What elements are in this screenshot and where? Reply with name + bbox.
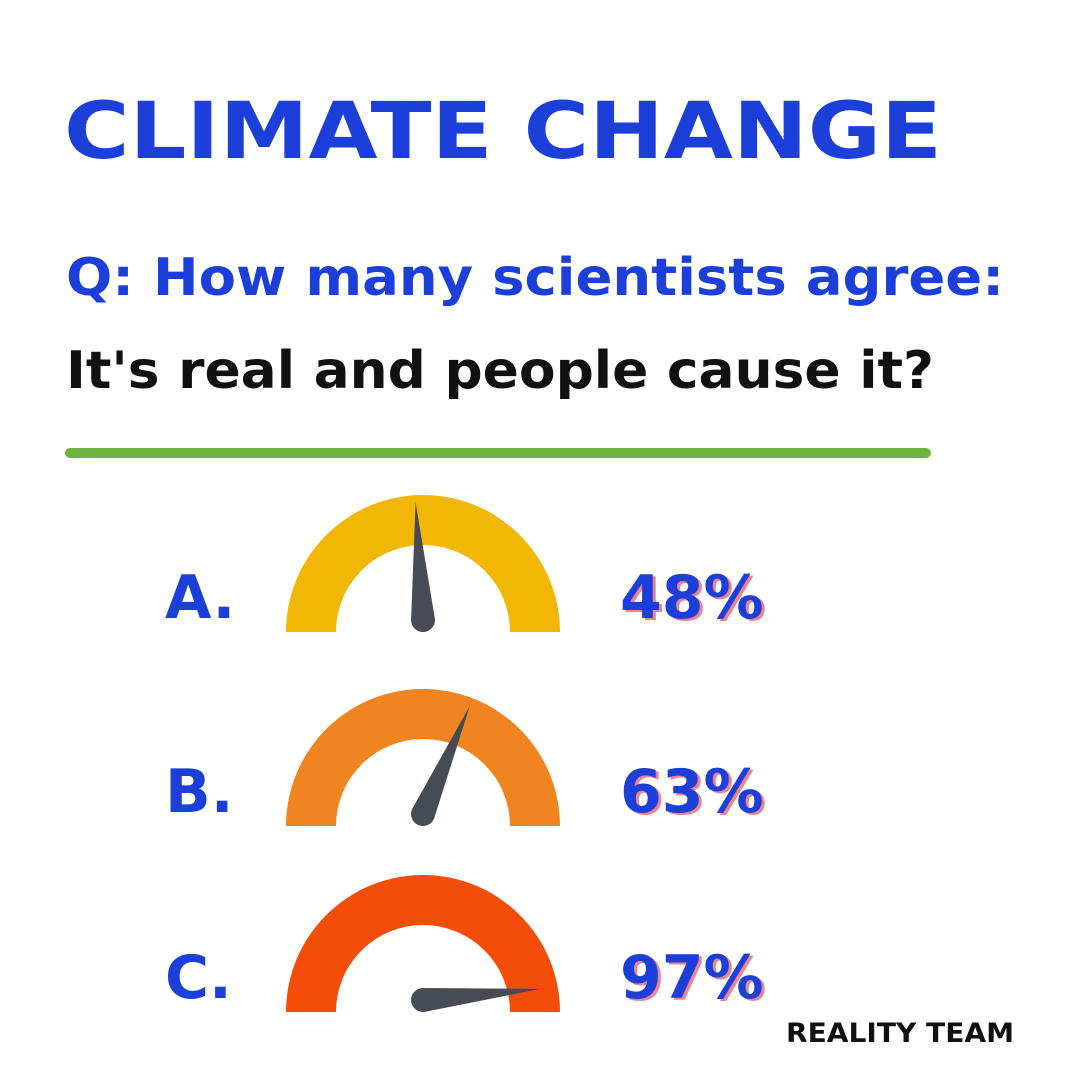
option-letter: B. — [165, 757, 234, 827]
option-value: 48% — [620, 563, 764, 633]
question: Q: How many scientists agree: — [66, 248, 1004, 308]
option-letter: A. — [165, 563, 235, 633]
logo-text: REALITY TEAM — [786, 1018, 1014, 1049]
option-shadow: 48% — [623, 565, 767, 635]
gauge-arc — [286, 495, 560, 632]
statement: It's real and people cause it? — [66, 341, 934, 401]
gauge-arc — [286, 689, 560, 826]
title: CLIMATE CHANGE — [64, 87, 942, 177]
logo: REALITY TEAM — [786, 1018, 1014, 1049]
option-value: 63% — [620, 757, 764, 827]
gauge-needle — [411, 705, 470, 826]
gauge-arc — [286, 875, 560, 1012]
gauge-needle — [411, 988, 541, 1012]
option-letter: C. — [165, 943, 232, 1013]
option-shadow: 63% — [623, 759, 767, 829]
option-value: 97% — [620, 943, 764, 1013]
option-shadow: 97% — [623, 945, 767, 1015]
gauge-needle — [411, 502, 435, 632]
